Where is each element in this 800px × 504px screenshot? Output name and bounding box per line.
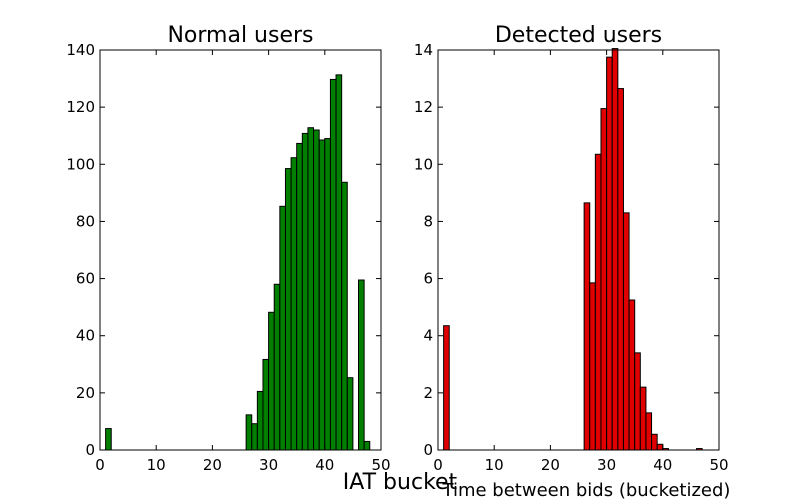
detected-bar-12 bbox=[645, 412, 653, 451]
normal-bar-11 bbox=[301, 132, 309, 451]
normal-panel-title: Normal users bbox=[167, 23, 313, 48]
normal-bar-9 bbox=[290, 157, 298, 451]
normal-bar-5 bbox=[268, 311, 275, 451]
detected-xaxis-label: Time between bids (bucketized) bbox=[442, 480, 731, 500]
detected-bar-3 bbox=[594, 153, 602, 451]
normal-bar-12 bbox=[307, 127, 315, 451]
normal-bar-1 bbox=[245, 414, 253, 451]
detected-ytick-label-4: 8 bbox=[423, 212, 433, 230]
detected-panel-title: Detected users bbox=[495, 23, 662, 48]
detected-xtick-label-2: 20 bbox=[541, 456, 560, 474]
detected-bar-10 bbox=[634, 352, 641, 451]
detected-ytick-label-1: 2 bbox=[423, 384, 433, 402]
normal-bar-3 bbox=[256, 390, 264, 451]
normal-bar-7 bbox=[279, 205, 286, 451]
detected-bar-4 bbox=[600, 108, 608, 451]
normal-xtick-label-0: 0 bbox=[95, 456, 105, 474]
normal-xtick-label-1: 10 bbox=[147, 456, 166, 474]
normal-bar-2 bbox=[251, 423, 258, 451]
detected-xtick-label-0: 0 bbox=[433, 456, 443, 474]
normal-xtick-label-4: 40 bbox=[315, 456, 334, 474]
detected-xtick-label-1: 10 bbox=[485, 456, 504, 474]
normal-ytick-label-0: 0 bbox=[85, 441, 95, 459]
detected-bar-11 bbox=[639, 386, 647, 451]
normal-ytick-label-7: 140 bbox=[66, 41, 95, 59]
detected-xtick-label-5: 50 bbox=[709, 456, 728, 474]
detected-bar-0 bbox=[443, 325, 450, 451]
normal-bar-6 bbox=[273, 283, 281, 451]
panel-detected-users: 0 10 20 30 40 50 0 2 4 6 8 10 12 14 Detected users Time… bbox=[414, 23, 731, 501]
normal-bar-15 bbox=[324, 138, 331, 451]
normal-bar-0 bbox=[105, 428, 112, 451]
normal-ytick-label-4: 80 bbox=[76, 212, 95, 230]
detected-bar-2 bbox=[589, 282, 596, 451]
detected-bar-14 bbox=[656, 443, 664, 451]
detected-ytick-label-5: 10 bbox=[414, 155, 433, 173]
detected-ytick-label-7: 14 bbox=[414, 41, 433, 59]
normal-ytick-label-3: 60 bbox=[76, 270, 95, 288]
normal-bar-20 bbox=[358, 279, 365, 451]
normal-xtick-label-5: 50 bbox=[371, 456, 390, 474]
panel-normal-users: 0 10 20 30 40 50 0 20 40 60 80 100 120 140 Normal user… bbox=[66, 23, 390, 474]
detected-ytick-label-6: 12 bbox=[414, 98, 433, 116]
detected-bar-5 bbox=[606, 56, 613, 451]
detected-axes-frame bbox=[437, 49, 720, 451]
detected-ytick-label-0: 0 bbox=[423, 441, 433, 459]
detected-xtick-label-3: 30 bbox=[597, 456, 616, 474]
normal-bar-14 bbox=[318, 139, 326, 451]
normal-bar-19 bbox=[346, 377, 354, 451]
normal-ytick-label-6: 120 bbox=[66, 98, 95, 116]
normal-bar-17 bbox=[335, 74, 343, 451]
detected-xtick-label-4: 40 bbox=[653, 456, 672, 474]
normal-bar-4 bbox=[262, 358, 270, 451]
normal-bar-10 bbox=[296, 142, 303, 451]
normal-axes-frame bbox=[99, 49, 382, 451]
detected-bar-9 bbox=[628, 299, 636, 451]
normal-ytick-label-5: 100 bbox=[66, 155, 95, 173]
normal-ytick-label-2: 40 bbox=[76, 327, 95, 345]
detected-bar-1 bbox=[583, 202, 591, 451]
normal-bar-16 bbox=[329, 78, 337, 451]
detected-bar-6 bbox=[611, 48, 619, 451]
detected-bar-8 bbox=[622, 212, 630, 451]
detected-ytick-label-2: 4 bbox=[423, 327, 433, 345]
detected-bar-13 bbox=[651, 433, 658, 451]
normal-bar-13 bbox=[313, 129, 320, 451]
figure-xlabel: IAT bucket bbox=[343, 470, 458, 495]
normal-xtick-label-3: 30 bbox=[259, 456, 278, 474]
normal-bar-21 bbox=[363, 440, 371, 451]
normal-bar-8 bbox=[284, 168, 292, 451]
normal-bar-18 bbox=[341, 181, 348, 451]
detected-ytick-label-3: 6 bbox=[423, 270, 433, 288]
normal-ytick-label-1: 20 bbox=[76, 384, 95, 402]
detected-bar-7 bbox=[617, 88, 624, 451]
normal-xtick-label-2: 20 bbox=[203, 456, 222, 474]
